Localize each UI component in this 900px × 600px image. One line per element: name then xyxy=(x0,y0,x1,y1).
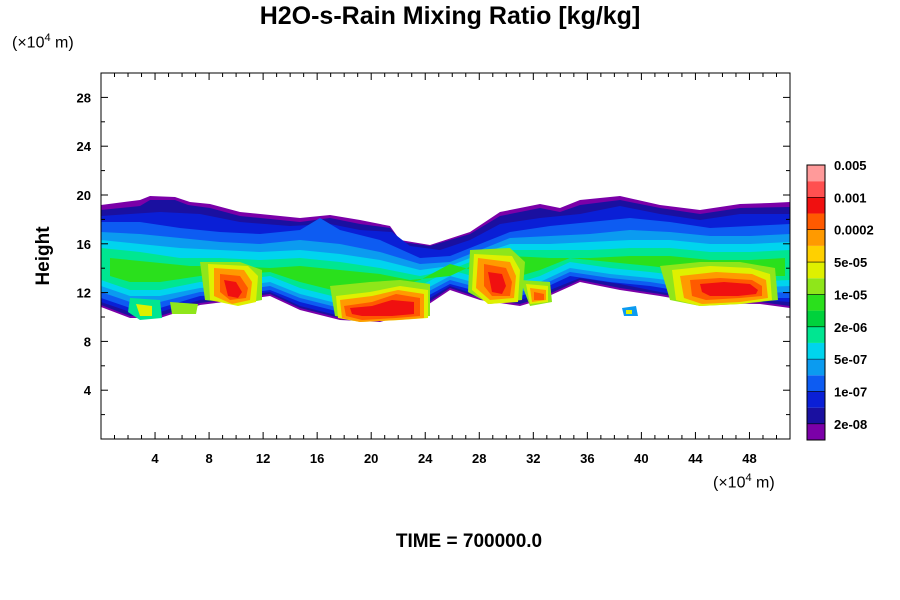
x-tick-label: 20 xyxy=(364,451,378,466)
colorbar-label: 1e-07 xyxy=(834,384,867,399)
colorbar-label: 2e-08 xyxy=(834,417,867,432)
y-unit-label: (×104 m) xyxy=(12,32,74,52)
x-tick-label: 40 xyxy=(634,451,648,466)
colorbar-label: 0.001 xyxy=(834,190,867,205)
x-tick-label: 28 xyxy=(472,451,486,466)
colorbar-swatch xyxy=(807,391,825,408)
x-tick-label: 36 xyxy=(580,451,594,466)
x-tick-label: 24 xyxy=(418,451,433,466)
y-tick-label: 4 xyxy=(84,383,92,398)
y-tick-label: 20 xyxy=(77,188,91,203)
y-axis-title: Height xyxy=(33,226,54,286)
colorbar-label: 0.0002 xyxy=(834,223,874,238)
colorbar-label: 2e-06 xyxy=(834,320,867,335)
x-tick-label: 8 xyxy=(205,451,212,466)
colorbar-swatch xyxy=(807,165,825,182)
colorbar-label: 1e-05 xyxy=(834,287,867,302)
colorbar-swatch xyxy=(807,359,825,376)
y-tick-label: 24 xyxy=(77,139,92,154)
colorbar-swatch xyxy=(807,423,825,440)
x-unit-label: (×104 m) xyxy=(713,472,775,492)
x-tick-label: 16 xyxy=(310,451,324,466)
colorbar-swatch xyxy=(807,310,825,327)
colorbar-label: 0.005 xyxy=(834,158,867,173)
y-tick-label: 12 xyxy=(77,286,91,301)
colorbar-swatch xyxy=(807,342,825,360)
x-tick-label: 44 xyxy=(688,451,703,466)
x-tick-label: 12 xyxy=(256,451,270,466)
colorbar-swatch xyxy=(807,262,825,279)
x-tick-label: 32 xyxy=(526,451,540,466)
y-tick-label: 8 xyxy=(84,334,91,349)
plot-frame xyxy=(100,72,791,440)
x-tick-label: 4 xyxy=(151,451,159,466)
colorbar-swatch xyxy=(807,213,825,230)
x-axis: 4 8 12 16 20 24 28 32 36 40 44 48 xyxy=(114,73,777,466)
x-tick-label: 48 xyxy=(742,451,756,466)
rain-mixing-field xyxy=(101,196,790,322)
colorbar-swatch xyxy=(807,407,825,424)
colorbar-swatch xyxy=(807,181,825,198)
colorbar-swatch xyxy=(807,326,825,343)
colorbar: 2e-08 1e-07 5e-07 2e-06 1e-05 5e-05 0.0002 0.00… xyxy=(806,158,874,441)
colorbar-swatch xyxy=(807,229,825,246)
colorbar-swatch xyxy=(807,197,825,214)
colorbar-label: 5e-07 xyxy=(834,352,867,367)
y-axis: 4 8 12 16 20 24 28 xyxy=(77,90,790,416)
colorbar-swatch xyxy=(807,278,825,295)
y-tick-label: 28 xyxy=(77,90,91,105)
colorbar-swatch xyxy=(807,245,825,263)
colorbar-swatch xyxy=(807,375,825,392)
time-label: TIME = 700000.0 xyxy=(395,531,543,552)
chart-title: H2O-s-Rain Mixing Ratio [kg/kg] xyxy=(259,2,641,30)
colorbar-label: 5e-05 xyxy=(834,255,867,270)
colorbar-swatch xyxy=(807,294,825,311)
y-tick-label: 16 xyxy=(77,237,91,252)
